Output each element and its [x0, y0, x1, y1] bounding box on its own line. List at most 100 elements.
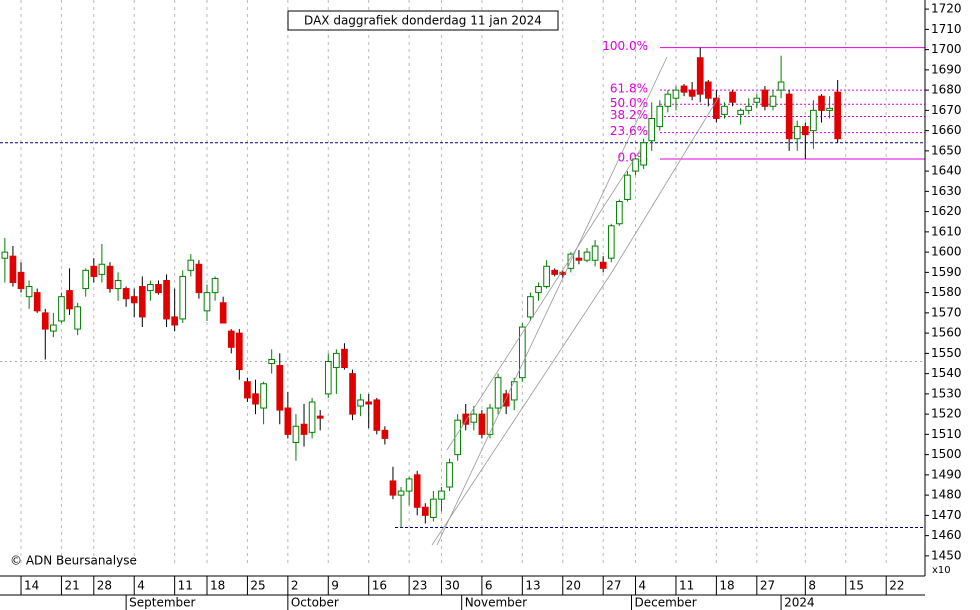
y-tick-label: 1680 [931, 83, 962, 97]
x-tick-label: 20 [566, 579, 581, 593]
title-box [287, 10, 559, 31]
x-tick-label: 28 [97, 579, 112, 593]
candle-body [203, 292, 211, 312]
candle-body [696, 57, 704, 95]
y-tick-label: 1470 [931, 508, 962, 522]
candle-body [244, 381, 251, 399]
candle-body [527, 296, 534, 318]
x-tick-label: 6 [485, 579, 493, 593]
multiplier: x10 [932, 565, 951, 576]
candle-body [704, 81, 712, 99]
candle-body [737, 109, 744, 115]
trend-channel [431, 271, 613, 546]
month-label: November [465, 596, 527, 610]
candle-body [324, 360, 332, 395]
candle-body [672, 89, 680, 99]
trend-channel [611, 94, 721, 273]
candle-body [802, 126, 809, 136]
candle-body [82, 269, 90, 290]
candle-body [33, 292, 41, 312]
candle-body [90, 265, 98, 277]
y-tick-label: 1650 [931, 143, 962, 157]
candle-body [494, 377, 502, 409]
candle-body [438, 490, 445, 500]
candle-body [98, 263, 106, 275]
candle-body [519, 326, 526, 379]
candle-body [284, 407, 292, 435]
candle-body [454, 419, 461, 456]
candle-body [486, 407, 494, 435]
candle-body [1, 251, 9, 259]
y-tick-label: 1460 [931, 528, 962, 542]
candle-body [41, 312, 49, 330]
candle-body [664, 93, 672, 107]
candle-body [559, 271, 567, 275]
candle-body [163, 279, 170, 320]
x-tick-label: 2 [291, 579, 299, 593]
y-tick-label: 1560 [931, 326, 962, 340]
candle-body [446, 462, 453, 488]
month-label: September [129, 596, 195, 610]
candle-body [834, 91, 842, 140]
candle-body [543, 265, 550, 288]
candle-body [179, 275, 187, 320]
y-tick-label: 1600 [931, 245, 962, 259]
candle-body [729, 91, 736, 103]
candle-body [632, 158, 639, 172]
candle-body [793, 126, 801, 140]
y-tick-label: 1500 [931, 447, 962, 461]
x-tick-label: 25 [250, 579, 265, 593]
x-tick-label: 13 [525, 579, 540, 593]
candle-body [430, 498, 437, 518]
x-tick-label: 14 [24, 579, 39, 593]
fib-label: 23.6% [610, 124, 648, 138]
candle-body [624, 174, 631, 200]
candle-body [292, 425, 300, 443]
candle-body [66, 290, 73, 310]
fib-label: 50.0% [610, 96, 648, 110]
candle-body [421, 506, 429, 516]
copyright: © ADN Beursanalyse [10, 554, 137, 568]
candle-body [333, 352, 340, 369]
candle-body [810, 109, 817, 132]
candle-body [381, 429, 389, 439]
candle-body [106, 265, 114, 290]
candle-body [721, 105, 728, 115]
trend-channel [436, 56, 668, 546]
y-tick-label: 1720 [931, 2, 962, 16]
month-label: 2024 [784, 596, 815, 610]
candle-body [349, 373, 356, 415]
candle-body [413, 474, 421, 508]
candle-body [74, 306, 81, 330]
x-tick-label: 16 [372, 579, 387, 593]
candle-body [777, 81, 785, 91]
candle-body [713, 97, 720, 119]
candle-body [745, 105, 753, 111]
candle-body [575, 257, 583, 261]
y-tick-label: 1480 [931, 488, 962, 502]
candle-body [252, 393, 259, 405]
candle-body [551, 269, 559, 275]
candle-body [761, 89, 769, 107]
y-tick-label: 1630 [931, 184, 962, 198]
y-tick-label: 1520 [931, 407, 962, 421]
candle-body [260, 383, 267, 409]
x-tick-label: 15 [849, 579, 864, 593]
y-tick-label: 1540 [931, 366, 962, 380]
candle-body [769, 95, 777, 107]
x-tick-label: 8 [808, 579, 816, 593]
candle-body [114, 279, 122, 290]
candle-body [219, 302, 227, 324]
candle-body [389, 480, 397, 496]
candle-body [130, 296, 138, 304]
x-tick-label: 30 [444, 579, 459, 593]
y-tick-label: 1710 [931, 22, 962, 36]
y-tick-label: 1640 [931, 164, 962, 178]
y-tick-label: 1670 [931, 103, 962, 117]
y-tick-label: 1490 [931, 467, 962, 481]
candle-body [502, 393, 510, 407]
candle-body [640, 142, 647, 166]
candle-body [17, 271, 25, 290]
candle-body [373, 399, 381, 431]
